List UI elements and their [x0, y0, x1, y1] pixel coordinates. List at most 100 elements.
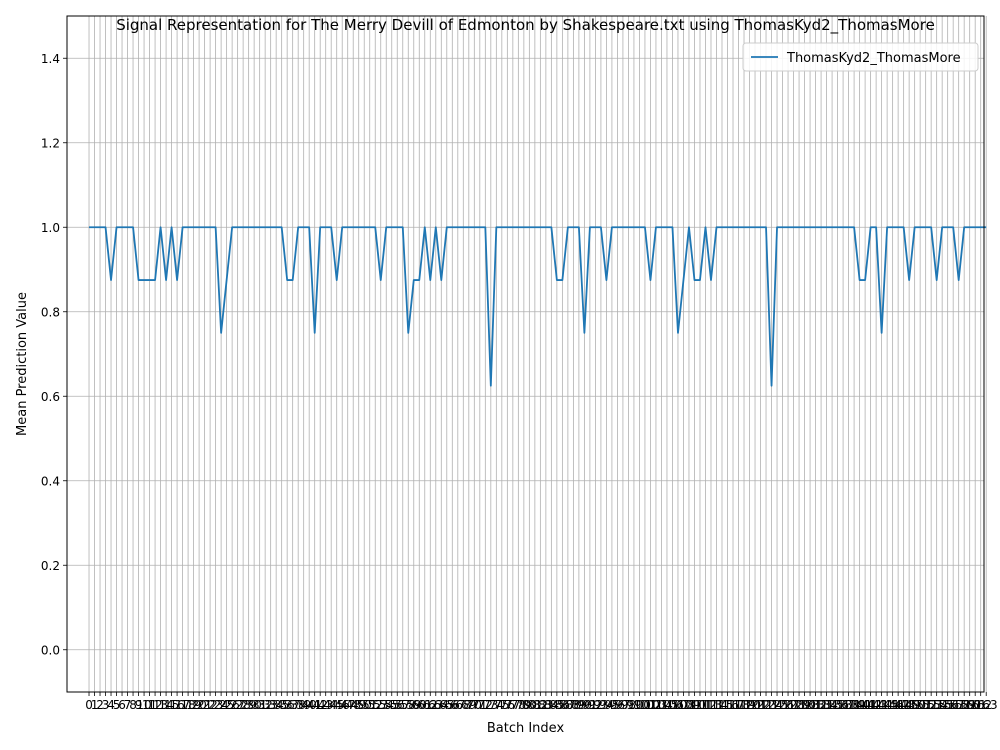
x-tick-label: 140 — [848, 698, 871, 712]
x-tick-label: 34 — [269, 698, 284, 712]
x-tick-label: 94 — [599, 698, 614, 712]
y-tick-label: 1.0 — [41, 221, 60, 235]
x-tick-label: 85 — [549, 698, 564, 712]
x-tick-label: 36 — [280, 698, 295, 712]
x-tick-label: 98 — [621, 698, 636, 712]
x-tick-label: 87 — [560, 698, 575, 712]
x-tick-label: 142 — [859, 698, 882, 712]
x-tick-label: 123 — [755, 698, 778, 712]
x-tick-label: 33 — [263, 698, 278, 712]
x-tick-label: 90 — [577, 698, 592, 712]
x-tick-label: 134 — [815, 698, 838, 712]
x-tick-label: 72 — [478, 698, 493, 712]
x-tick-label: 91 — [582, 698, 597, 712]
x-tick-label: 82 — [533, 698, 548, 712]
x-tick-label: 93 — [593, 698, 608, 712]
x-tick-label: 125 — [766, 698, 789, 712]
x-tick-label: 71 — [472, 698, 487, 712]
x-tick-label: 157 — [942, 698, 965, 712]
x-tick-label: 95 — [604, 698, 619, 712]
x-tick-label: 128 — [782, 698, 805, 712]
x-tick-label: 79 — [516, 698, 531, 712]
x-tick-label: 27 — [230, 698, 245, 712]
x-tick-label: 10 — [136, 698, 151, 712]
x-tick-label: 114 — [705, 698, 728, 712]
x-tick-label: 4 — [107, 698, 115, 712]
x-tick-label: 139 — [843, 698, 866, 712]
x-tick-label: 113 — [700, 698, 723, 712]
y-axis-label: Mean Prediction Value — [15, 292, 30, 436]
x-tick-label: 1 — [91, 698, 99, 712]
x-tick-label: 127 — [777, 698, 800, 712]
x-tick-label: 65 — [439, 698, 454, 712]
x-tick-label: 162 — [969, 698, 992, 712]
x-tick-label: 89 — [571, 698, 586, 712]
x-tick-label: 40 — [302, 698, 317, 712]
x-tick-label: 129 — [788, 698, 811, 712]
x-tick-label: 42 — [313, 698, 328, 712]
x-tick-label: 28 — [235, 698, 250, 712]
x-axis-ticks: 0123456789101112131415161718192021222324… — [85, 692, 998, 712]
x-tick-label: 45 — [329, 698, 344, 712]
x-tick-label: 104 — [650, 698, 673, 712]
y-tick-label: 0.6 — [41, 390, 60, 404]
x-tick-label: 59 — [406, 698, 421, 712]
x-tick-label: 102 — [639, 698, 662, 712]
x-tick-label: 5 — [113, 698, 121, 712]
x-tick-label: 76 — [500, 698, 515, 712]
x-tick-label: 24 — [213, 698, 228, 712]
x-tick-label: 88 — [566, 698, 581, 712]
x-tick-label: 78 — [511, 698, 526, 712]
x-tick-label: 111 — [689, 698, 712, 712]
plot-area-frame — [66, 15, 985, 693]
x-tick-label: 101 — [633, 698, 656, 712]
x-tick-label: 106 — [661, 698, 684, 712]
x-tick-label: 92 — [588, 698, 603, 712]
x-tick-label: 48 — [346, 698, 361, 712]
x-tick-label: 15 — [164, 698, 179, 712]
x-tick-label: 152 — [914, 698, 937, 712]
x-tick-label: 86 — [555, 698, 570, 712]
x-tick-label: 18 — [180, 698, 195, 712]
x-tick-label: 103 — [644, 698, 667, 712]
x-tick-label: 121 — [744, 698, 767, 712]
x-tick-label: 68 — [456, 698, 471, 712]
x-tick-label: 115 — [711, 698, 734, 712]
x-tick-label: 63 — [428, 698, 443, 712]
x-tick-label: 81 — [527, 698, 542, 712]
x-tick-label: 105 — [656, 698, 679, 712]
x-tick-label: 116 — [716, 698, 739, 712]
y-tick-label: 1.2 — [41, 136, 60, 150]
x-tick-label: 49 — [351, 698, 366, 712]
x-tick-label: 54 — [379, 698, 394, 712]
y-axis-ticks: 0.0 0.2 0.4 0.6 0.8 1.0 1.2 1.4 — [41, 52, 67, 657]
x-tick-label: 41 — [307, 698, 322, 712]
x-tick-label: 14 — [158, 698, 173, 712]
x-tick-label: 124 — [760, 698, 783, 712]
x-tick-label: 133 — [810, 698, 833, 712]
y-tick-label: 1.4 — [41, 52, 60, 66]
x-tick-label: 75 — [494, 698, 509, 712]
x-tick-label: 9 — [135, 698, 143, 712]
x-tick-label: 146 — [881, 698, 904, 712]
x-tick-label: 11 — [142, 698, 157, 712]
x-tick-label: 83 — [538, 698, 553, 712]
x-tick-label: 84 — [544, 698, 559, 712]
x-tick-label: 19 — [186, 698, 201, 712]
x-tick-label: 32 — [258, 698, 273, 712]
x-tick-label: 161 — [964, 698, 987, 712]
x-tick-label: 145 — [876, 698, 899, 712]
x-tick-label: 70 — [467, 698, 482, 712]
x-tick-label: 156 — [936, 698, 959, 712]
x-tick-label: 151 — [909, 698, 932, 712]
x-tick-label: 26 — [224, 698, 239, 712]
x-tick-label: 69 — [461, 698, 476, 712]
x-tick-label: 17 — [175, 698, 190, 712]
x-tick-label: 147 — [887, 698, 910, 712]
y-tick-label: 0.2 — [41, 559, 60, 573]
x-axis-label: Batch Index — [487, 721, 565, 736]
x-tick-label: 80 — [522, 698, 537, 712]
x-tick-label: 16 — [169, 698, 184, 712]
x-tick-label: 64 — [434, 698, 449, 712]
x-tick-label: 52 — [368, 698, 383, 712]
